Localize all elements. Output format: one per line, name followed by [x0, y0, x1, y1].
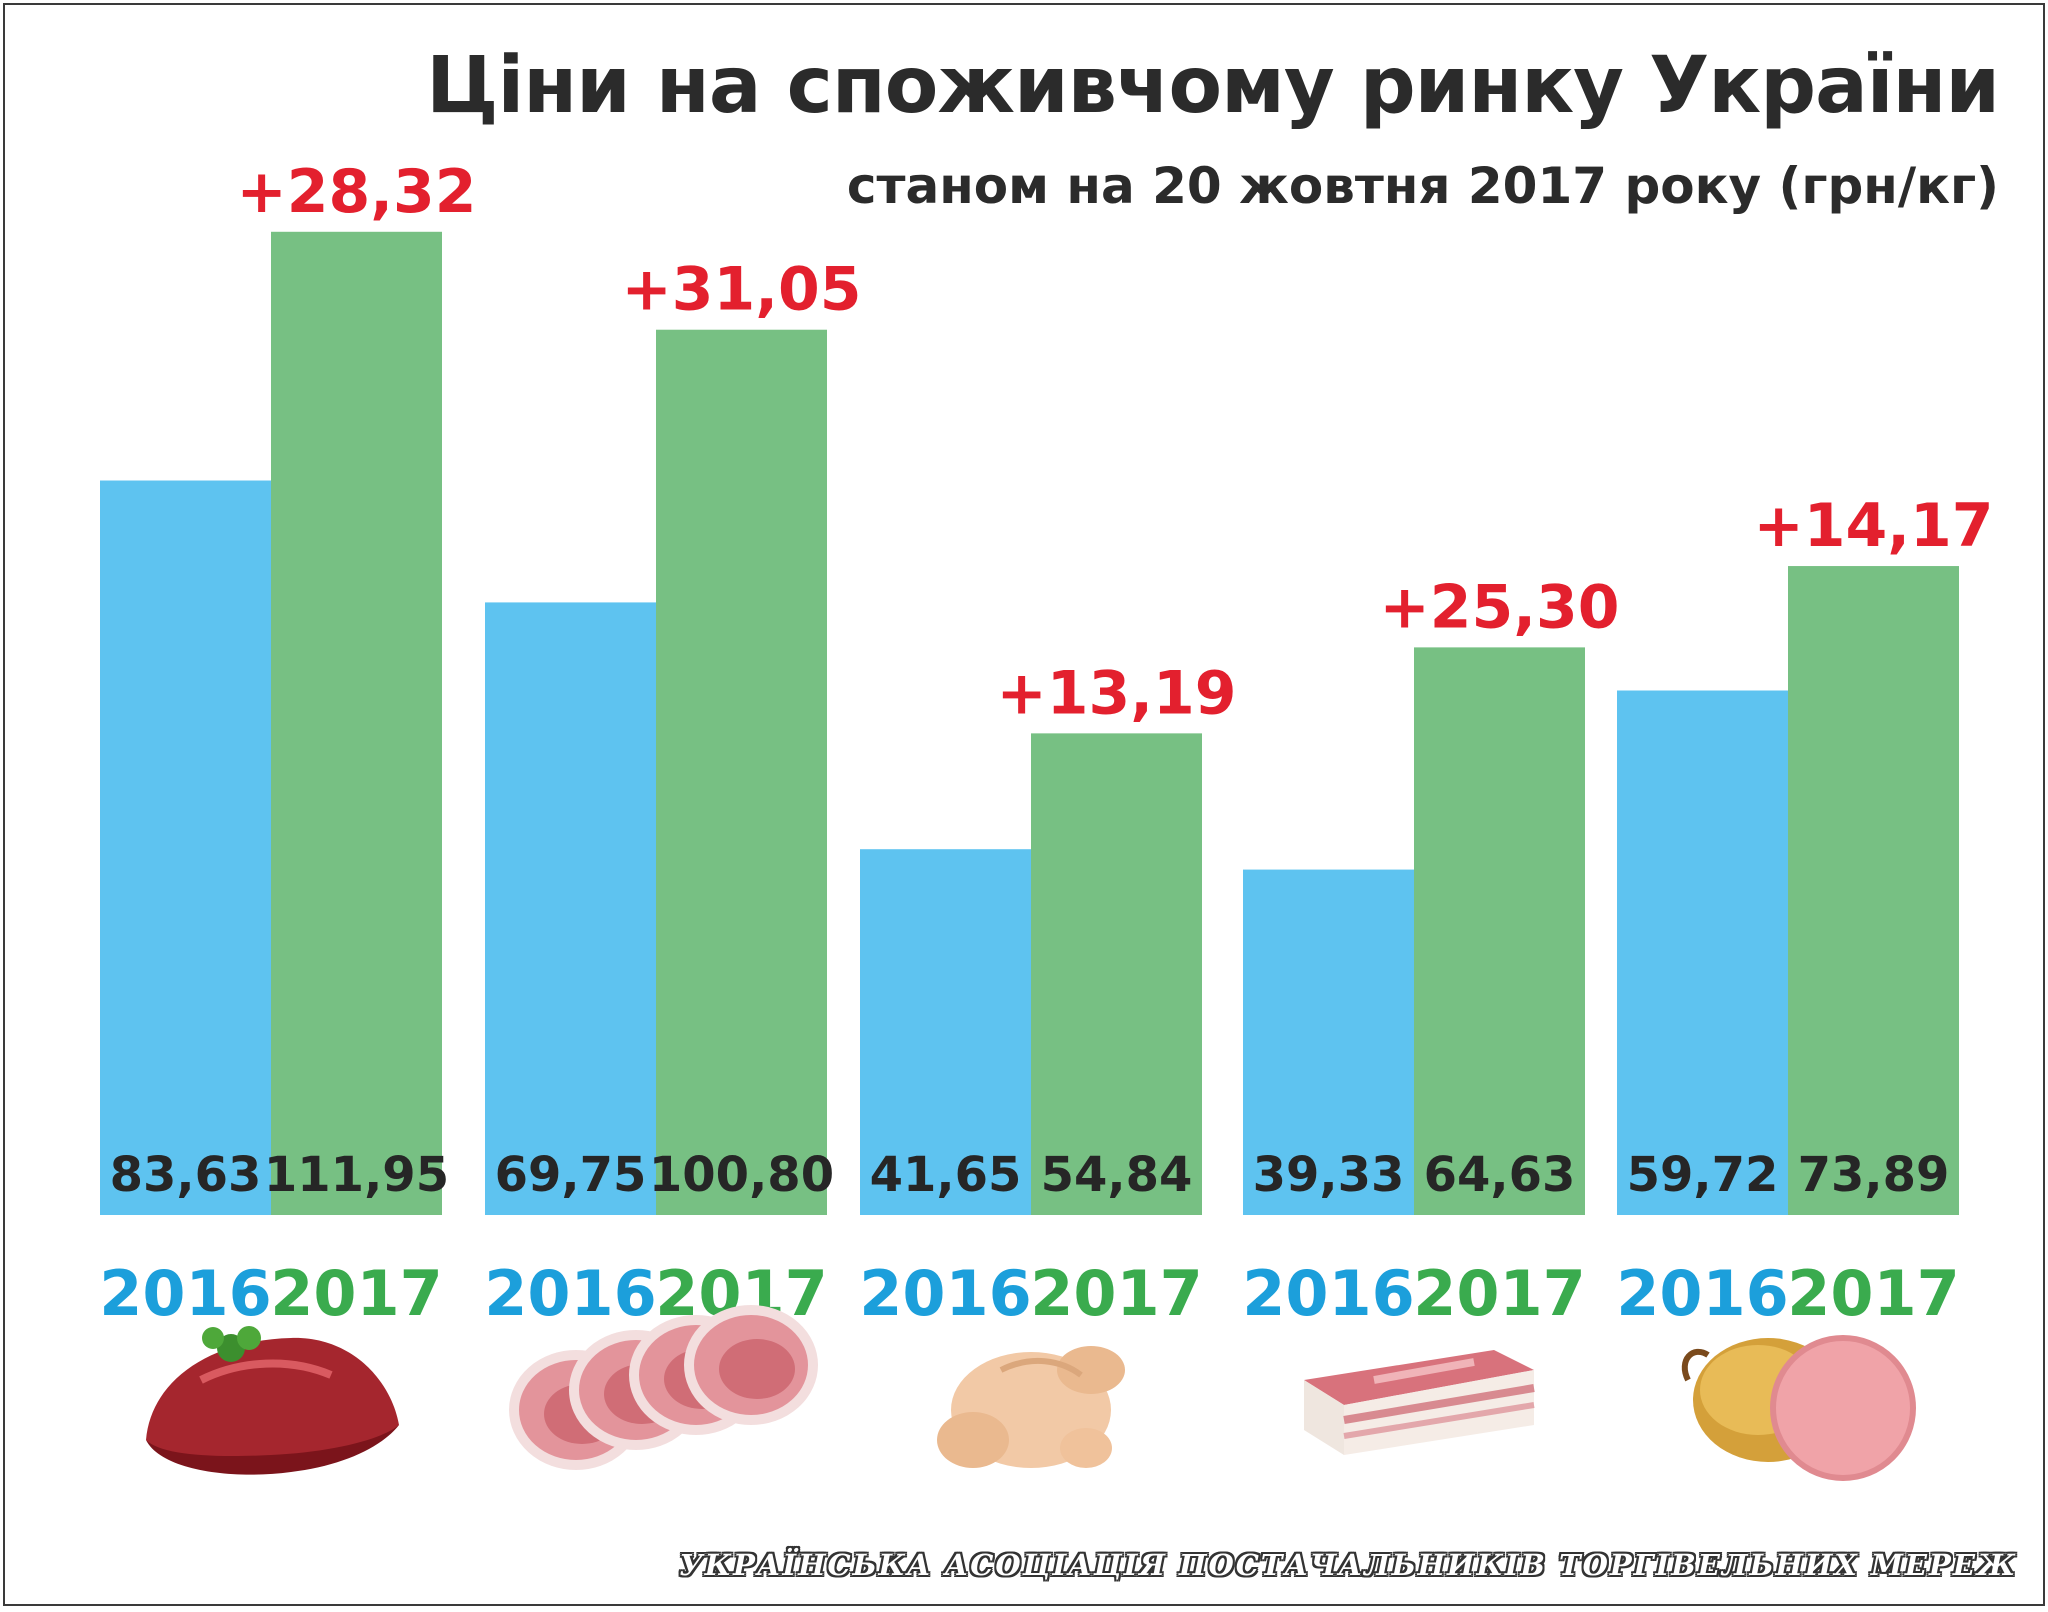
bar-2017-5 [1788, 566, 1959, 1215]
value-label-2017-1: 111,95 [264, 1147, 449, 1203]
value-label-2017-3: 54,84 [1041, 1147, 1193, 1203]
bar-2016-4 [1243, 869, 1414, 1215]
year-label-2016-4: 2016 [1242, 1257, 1415, 1330]
difference-label-4: +25,30 [1379, 572, 1619, 642]
year-label-2017-1: 2017 [270, 1257, 443, 1330]
bar-2017-1 [271, 231, 442, 1215]
year-label-2016-3: 2016 [859, 1257, 1032, 1330]
bar-chart: 83,63 2016 111,95 2017 +28,32 69,75 2016 100,80… [99, 157, 1994, 1481]
year-label-2016-1: 2016 [99, 1257, 272, 1330]
bar-2017-2 [656, 329, 827, 1216]
bar-2016-1 [100, 480, 271, 1215]
value-label-2017-4: 64,63 [1424, 1147, 1576, 1203]
year-label-2017-3: 2017 [1030, 1257, 1203, 1330]
year-label-2017-4: 2017 [1413, 1257, 1586, 1330]
year-label-2016-2: 2016 [484, 1257, 657, 1330]
bar-2016-2 [485, 602, 656, 1215]
sausage-icon [1681, 1335, 1916, 1481]
salo-icon [1304, 1350, 1535, 1455]
bar-2017-4 [1414, 647, 1585, 1215]
value-label-2016-4: 39,33 [1253, 1147, 1405, 1203]
infographic: Ціни на споживчому ринку України станом … [3, 3, 2045, 1606]
beef-icon [146, 1326, 399, 1475]
chart-title: Ціни на споживчому ринку України [426, 41, 2000, 131]
difference-label-1: +28,32 [236, 157, 476, 227]
footer-credit: Українська асоціація постачальників торг… [679, 1548, 2017, 1582]
difference-label-2: +31,05 [621, 255, 861, 325]
pork-icon [509, 1305, 818, 1470]
bar-2016-3 [860, 849, 1031, 1215]
year-label-2017-5: 2017 [1787, 1257, 1960, 1330]
value-label-2016-1: 83,63 [110, 1147, 262, 1203]
year-label-2016-5: 2016 [1616, 1257, 1789, 1330]
chicken-icon [937, 1346, 1125, 1468]
difference-label-3: +13,19 [996, 658, 1236, 728]
difference-label-5: +14,17 [1753, 491, 1993, 561]
value-label-2017-2: 100,80 [649, 1147, 834, 1203]
value-label-2016-5: 59,72 [1627, 1147, 1779, 1203]
value-label-2016-3: 41,65 [870, 1147, 1022, 1203]
value-label-2016-2: 69,75 [495, 1147, 647, 1203]
bar-2016-5 [1617, 690, 1788, 1215]
chart-subtitle: станом на 20 жовтня 2017 року (грн/кг) [846, 157, 1999, 215]
value-label-2017-5: 73,89 [1798, 1147, 1950, 1203]
bar-2017-3 [1031, 733, 1202, 1215]
